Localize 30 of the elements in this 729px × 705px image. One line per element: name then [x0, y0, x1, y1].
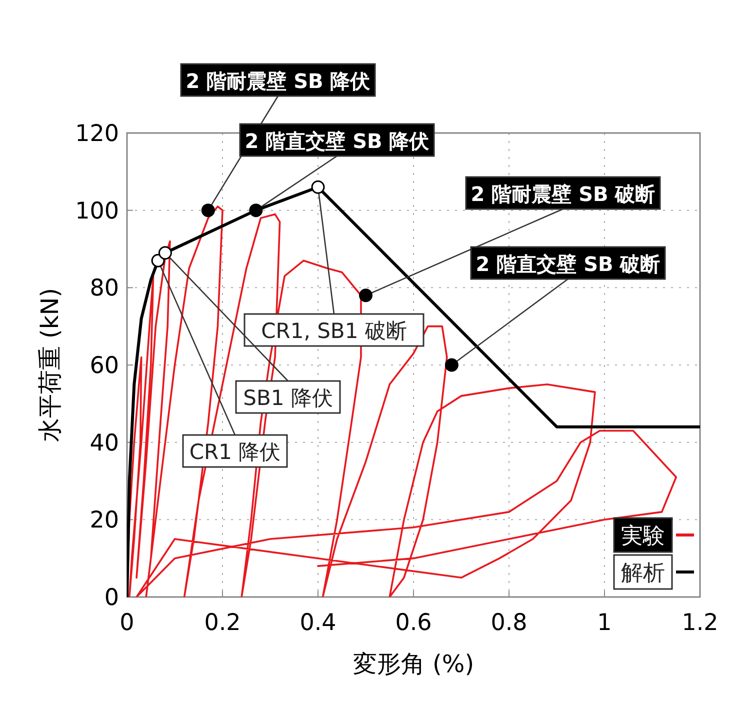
y-tick-label: 80 [90, 276, 119, 302]
annotation: 2 階耐震壁 SB 降伏 [186, 69, 372, 93]
point [311, 180, 325, 194]
y-axis-title: 水平荷重 (kN) [36, 288, 64, 442]
annotation: SB1 降伏 [243, 386, 333, 410]
x-tick-label: 0.4 [300, 610, 336, 636]
x-tick-label: 0.2 [204, 610, 241, 636]
annotation: 2 階直交壁 SB 降伏 [244, 129, 430, 153]
x-tick-label: 0.8 [490, 610, 528, 636]
x-tick-label: 1.2 [682, 610, 718, 636]
point [201, 204, 215, 218]
y-tick-label: 60 [90, 353, 119, 379]
point [158, 246, 172, 260]
point [359, 288, 372, 302]
y-tick-label: 40 [90, 430, 119, 456]
x-tick-label: 0.6 [395, 610, 432, 636]
annotation: CR1 降伏 [189, 440, 281, 464]
y-tick-label: 120 [75, 121, 119, 147]
annotation: 2 階直交壁 SB 破断 [476, 252, 660, 276]
point [444, 358, 458, 372]
y-tick-label: 20 [90, 508, 119, 534]
x-tick-label: 1 [597, 610, 612, 636]
legend-label: 解析 [621, 561, 665, 586]
y-tick-label: 100 [75, 198, 119, 224]
legend-label: 実験 [621, 524, 665, 549]
y-tick-label: 0 [104, 585, 119, 611]
x-axis-title: 変形角 (%) [352, 650, 474, 678]
point [249, 204, 263, 218]
annotation: 2 階耐震壁 SB 破断 [470, 182, 656, 206]
annotation: CR1, SB1 破断 [261, 319, 407, 343]
